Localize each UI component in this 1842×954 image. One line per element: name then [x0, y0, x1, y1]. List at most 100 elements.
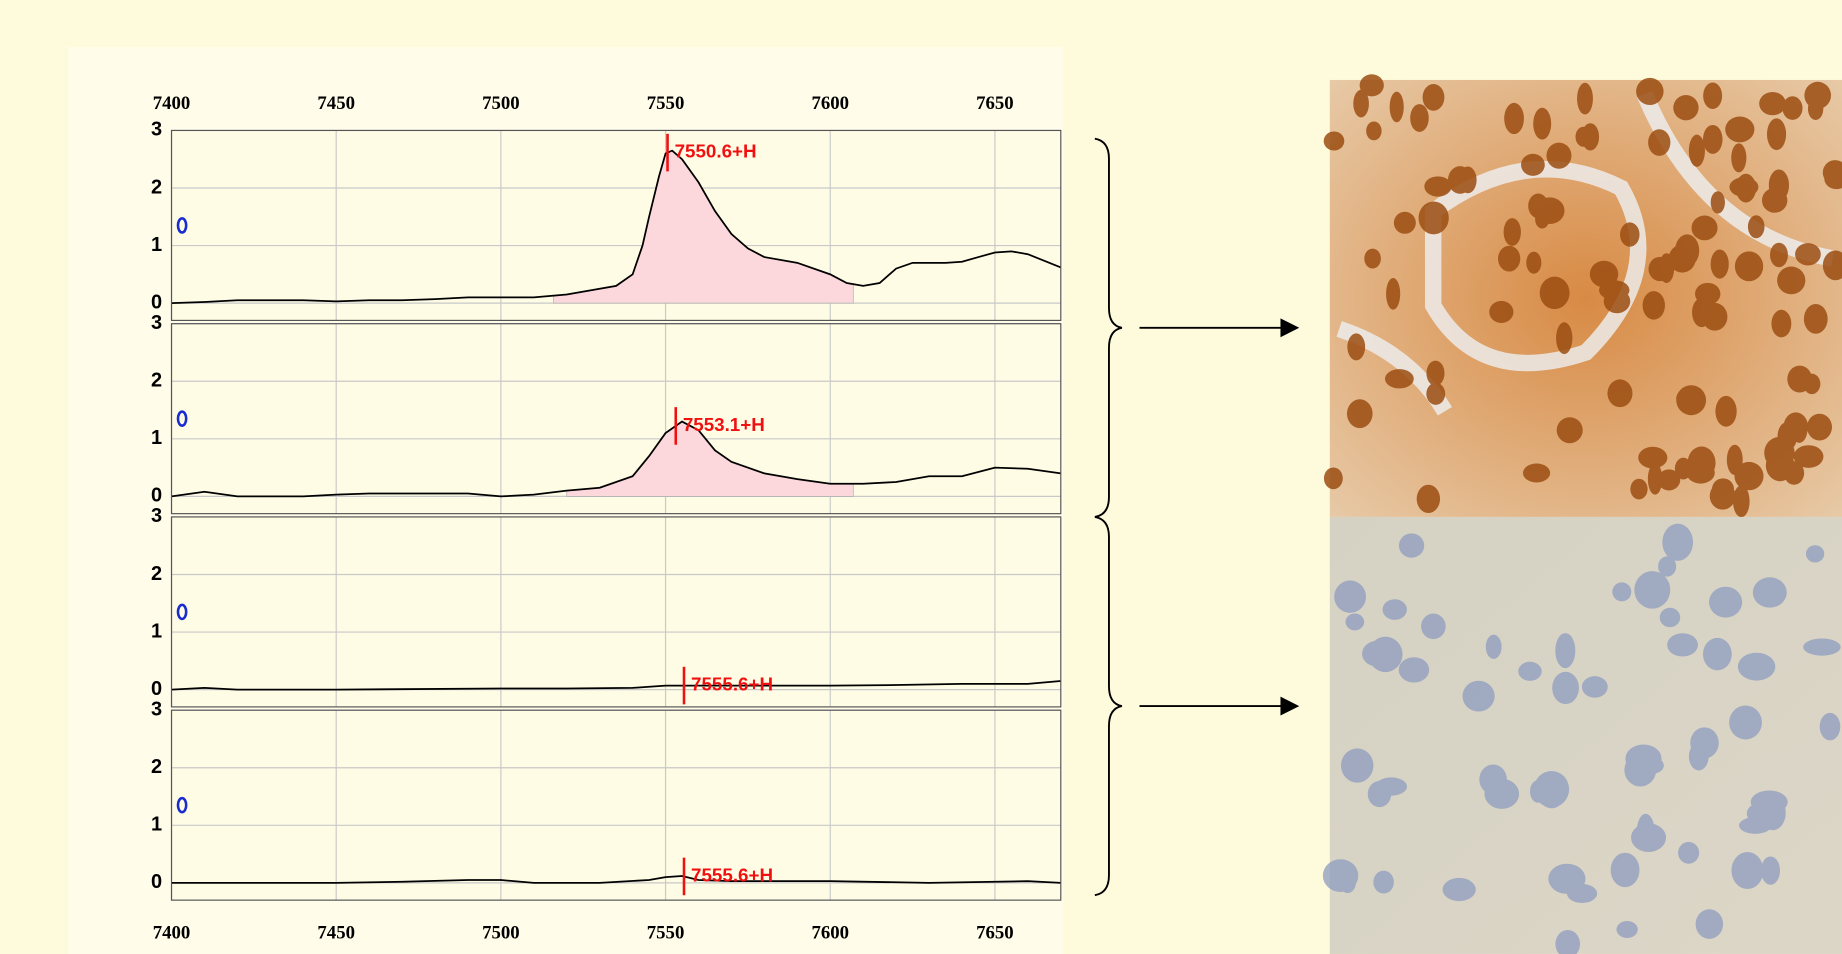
nucleus: [1759, 92, 1786, 115]
nucleus: [1504, 218, 1521, 246]
nucleus: [1462, 681, 1494, 712]
nucleus: [1630, 479, 1647, 500]
nucleus: [1729, 705, 1762, 739]
nucleus: [1419, 202, 1449, 235]
nucleus: [1375, 777, 1407, 795]
y-tick-label: 1: [151, 620, 162, 642]
nucleus: [1612, 582, 1631, 601]
nucleus: [1734, 462, 1763, 490]
nucleus: [1782, 96, 1802, 120]
y-tick-label: 3: [151, 119, 162, 141]
nucleus: [1771, 310, 1791, 338]
nucleus: [1735, 251, 1763, 281]
brace: [1095, 517, 1122, 895]
nucleus: [1385, 369, 1414, 388]
nucleus: [1353, 90, 1369, 118]
nucleus: [1710, 482, 1736, 509]
x-tick-label: 7500: [482, 922, 520, 943]
arrow-head: [1280, 318, 1299, 337]
nucleus: [1807, 414, 1832, 441]
y-tick-label: 0: [151, 678, 162, 700]
nucleus: [1702, 303, 1727, 331]
nucleus: [1323, 859, 1359, 892]
arrow-head: [1280, 697, 1299, 716]
nucleus: [1675, 234, 1699, 266]
nucleus: [1366, 121, 1381, 140]
nucleus: [1709, 587, 1742, 618]
nucleus: [1639, 757, 1663, 774]
nucleus: [1410, 104, 1429, 132]
peak-label: 7555.6+H: [691, 674, 773, 695]
nucleus: [1386, 278, 1400, 310]
nucleus: [1803, 374, 1820, 394]
nucleus: [1533, 108, 1551, 140]
peak-label: 7553.1+H: [683, 414, 765, 435]
nucleus: [1711, 250, 1729, 279]
panel: 01237553.1+H: [151, 312, 1061, 514]
y-tick-label: 3: [151, 505, 162, 527]
nucleus: [1761, 856, 1780, 884]
nucleus: [1804, 304, 1828, 334]
x-tick-label: 7600: [811, 922, 849, 943]
nucleus: [1739, 817, 1772, 834]
stained-image: [1323, 74, 1842, 954]
nucleus: [1611, 853, 1640, 887]
y-tick-label: 0: [151, 291, 162, 313]
nucleus: [1778, 422, 1798, 450]
nucleus: [1347, 333, 1365, 360]
nucleus: [1345, 613, 1364, 630]
nucleus: [1324, 467, 1343, 489]
nucleus: [1426, 383, 1445, 405]
nucleus: [1662, 524, 1693, 561]
charts: 01237550.6+H7400745075007550760076500123…: [151, 93, 1061, 943]
nucleus: [1715, 396, 1736, 427]
nucleus: [1634, 571, 1670, 609]
nucleus: [1518, 662, 1541, 681]
nucleus: [1576, 127, 1591, 147]
y-tick-label: 2: [151, 176, 162, 198]
nucleus: [1334, 580, 1366, 612]
plot-background: [172, 710, 1061, 900]
nucleus: [1795, 243, 1821, 265]
nucleus: [1738, 653, 1775, 681]
nucleus: [1690, 727, 1719, 758]
nucleus: [1637, 814, 1655, 849]
nucleus: [1703, 83, 1722, 109]
nucleus: [1486, 635, 1502, 659]
nucleus: [1729, 177, 1758, 197]
nucleus: [1489, 301, 1513, 323]
nucleus: [1504, 103, 1524, 134]
figure: 01237550.6+H7400745075007550760076500123…: [0, 0, 1842, 954]
y-tick-label: 3: [151, 312, 162, 334]
nucleus: [1373, 871, 1394, 894]
nucleus: [1607, 379, 1632, 407]
nucleus: [1687, 462, 1715, 483]
x-tick-label: 7650: [976, 922, 1014, 943]
x-tick-label: 7550: [647, 93, 685, 114]
nucleus: [1703, 638, 1732, 670]
x-tick-label: 7450: [317, 922, 355, 943]
x-tick-label: 7400: [153, 922, 191, 943]
panel: 01237555.6+H: [151, 505, 1061, 707]
nucleus: [1711, 191, 1725, 213]
nucleus: [1806, 545, 1824, 562]
nucleus: [1390, 92, 1404, 123]
nucleus: [1394, 212, 1416, 234]
nucleus: [1448, 166, 1472, 194]
nucleus: [1703, 125, 1723, 154]
y-tick-label: 0: [151, 871, 162, 893]
nucleus: [1777, 267, 1805, 295]
nucleus: [1643, 291, 1665, 320]
nucleus: [1424, 176, 1451, 196]
y-tick-label: 1: [151, 814, 162, 836]
nucleus: [1673, 95, 1698, 120]
nucleus: [1767, 118, 1786, 150]
nucleus: [1362, 641, 1391, 666]
nucleus: [1582, 676, 1608, 698]
nucleus: [1803, 638, 1840, 655]
nucleus: [1426, 361, 1444, 386]
y-tick-label: 2: [151, 756, 162, 778]
nucleus: [1733, 485, 1750, 517]
nucleus: [1695, 283, 1720, 305]
nucleus: [1751, 790, 1788, 813]
